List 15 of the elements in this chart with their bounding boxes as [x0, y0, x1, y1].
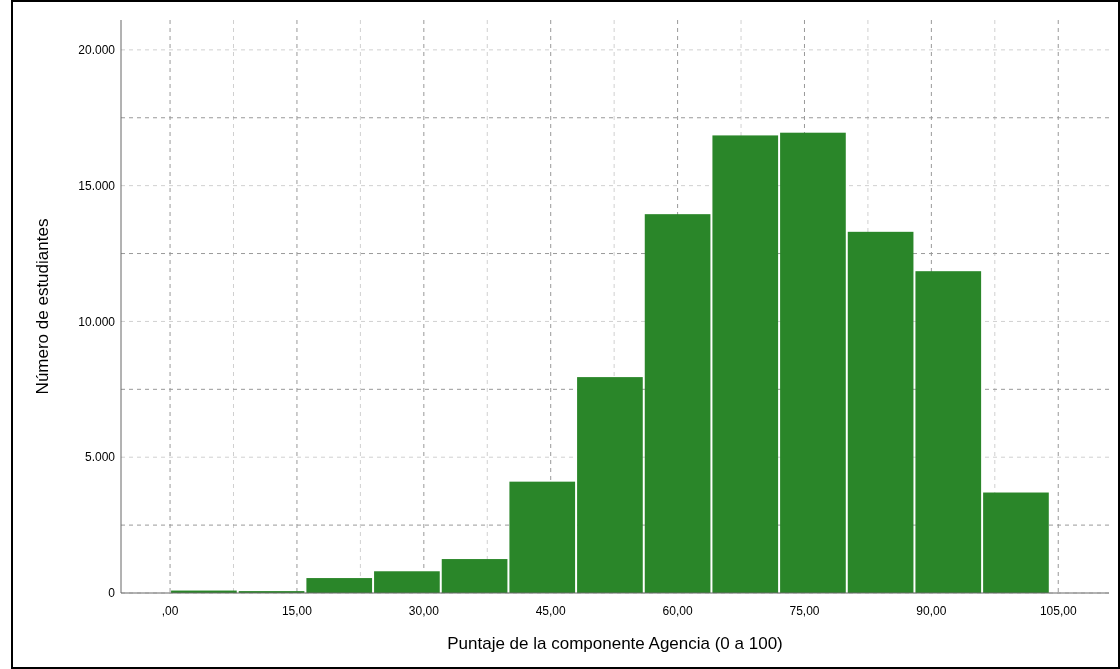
y-tick-label: 20.000: [78, 43, 116, 58]
y-tick-label: 0: [108, 586, 116, 601]
y-axis-title: Número de estudiantes: [33, 218, 52, 395]
y-tick-label: 15.000: [78, 178, 116, 193]
x-tick-label: 15,00: [281, 604, 313, 618]
x-tick-label: ,00: [161, 604, 179, 618]
x-tick-label: 90,00: [916, 604, 947, 618]
x-axis-title: Puntaje de la componente Agencia (0 a 100): [447, 634, 783, 653]
x-tick-label: 30,00: [408, 604, 440, 618]
x-tick-label: 105,00: [1039, 604, 1077, 618]
x-tick-label: 75,00: [789, 604, 820, 618]
y-tick-label: 10.000: [78, 314, 116, 329]
y-tick-label: 5.000: [84, 450, 116, 465]
x-tick-label: 60,00: [662, 604, 693, 618]
x-tick-label: 45,00: [535, 604, 567, 618]
